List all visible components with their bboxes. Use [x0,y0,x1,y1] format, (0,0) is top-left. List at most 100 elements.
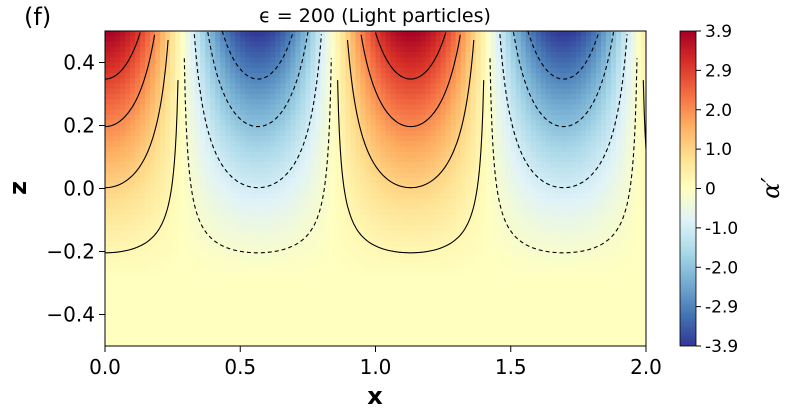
heatmap-cell [270,256,276,263]
heatmap-cell [420,125,427,132]
heatmap-cell [385,162,392,169]
heatmap-cell [105,172,111,179]
heatmap-cell [265,262,271,268]
heatmap-cell [445,151,452,158]
heatmap-cell [390,162,397,169]
heatmap-cell [170,41,176,48]
heatmap-cell [120,167,126,174]
heatmap-cell [395,304,402,310]
heatmap-cell [250,293,256,300]
heatmap-cell [265,67,271,74]
heatmap-cell [510,52,517,58]
heatmap-cell [105,46,111,53]
heatmap-cell [260,251,266,258]
heatmap-cell [445,298,452,305]
heatmap-cell [380,267,387,274]
heatmap-cell [290,183,296,190]
heatmap-cell [510,62,517,69]
heatmap-cell [215,225,221,232]
heatmap-cell [205,67,211,74]
heatmap-cell [195,199,201,205]
heatmap-cell [470,88,477,95]
heatmap-cell [450,309,457,316]
heatmap-cell [305,298,311,305]
heatmap-cell [215,235,221,242]
heatmap-cell [410,183,417,190]
heatmap-cell [230,209,236,216]
heatmap-cell [280,256,286,263]
heatmap-cell [205,272,211,279]
heatmap-cell [475,199,482,205]
heatmap-cell [355,214,362,221]
heatmap-cell [395,178,402,184]
heatmap-cell [160,73,166,79]
heatmap-cell [455,272,462,279]
heatmap-cell [145,67,151,74]
heatmap-cell [460,73,467,79]
heatmap-cell [240,183,246,190]
heatmap-cell [120,146,126,153]
heatmap-cell [410,256,417,263]
heatmap-cell [125,241,131,247]
heatmap-cell [470,136,477,142]
heatmap-cell [420,283,427,289]
heatmap-cell [185,325,191,331]
heatmap-cell [225,62,231,69]
heatmap-cell [370,109,377,116]
heatmap-cell [225,157,231,163]
heatmap-cell [265,220,271,226]
heatmap-cell [360,256,367,263]
heatmap-cell [470,241,477,247]
heatmap-cell [350,230,357,237]
heatmap-cell [170,141,176,148]
heatmap-cell [180,62,186,69]
heatmap-cell [360,304,367,310]
heatmap-cell [390,220,397,226]
heatmap-cell [355,52,362,58]
heatmap-cell [345,241,352,247]
heatmap-cell [490,325,497,331]
heatmap-cell [110,314,116,321]
heatmap-cell [325,57,332,64]
heatmap-cell [500,115,507,121]
heatmap-cell [425,141,432,148]
heatmap-cell [485,52,492,58]
heatmap-cell [230,246,236,253]
heatmap-cell [235,115,241,121]
heatmap-cell [500,204,507,211]
heatmap-cell [460,78,467,85]
heatmap-cell [505,41,512,48]
heatmap-cell [220,220,226,226]
heatmap-cell [465,172,472,179]
heatmap-cell [385,214,392,221]
heatmap-cell [510,151,517,158]
heatmap-cell [235,230,241,237]
heatmap-cell [315,251,321,258]
heatmap-cell [210,178,216,184]
heatmap-cell [245,62,251,69]
heatmap-cell [455,146,462,153]
heatmap-cell [240,67,246,74]
heatmap-cell [360,262,367,268]
heatmap-cell [260,272,266,279]
heatmap-cell [135,267,141,274]
heatmap-cell [495,31,502,37]
heatmap-cell [140,335,146,342]
heatmap-cell [415,120,422,127]
heatmap-cell [410,52,417,58]
heatmap-cell [140,141,146,148]
heatmap-cell [115,272,121,279]
heatmap-cell [145,188,151,195]
heatmap-cell [160,246,166,253]
heatmap-cell [130,188,136,195]
heatmap-cell [255,41,261,48]
heatmap-cell [105,220,111,226]
heatmap-cell [395,78,402,85]
heatmap-cell [185,225,191,232]
heatmap-cell [120,293,126,300]
heatmap-cell [250,262,256,268]
heatmap-cell [295,262,301,268]
heatmap-cell [325,193,332,200]
heatmap-cell [205,251,211,258]
heatmap-cell [260,41,266,48]
